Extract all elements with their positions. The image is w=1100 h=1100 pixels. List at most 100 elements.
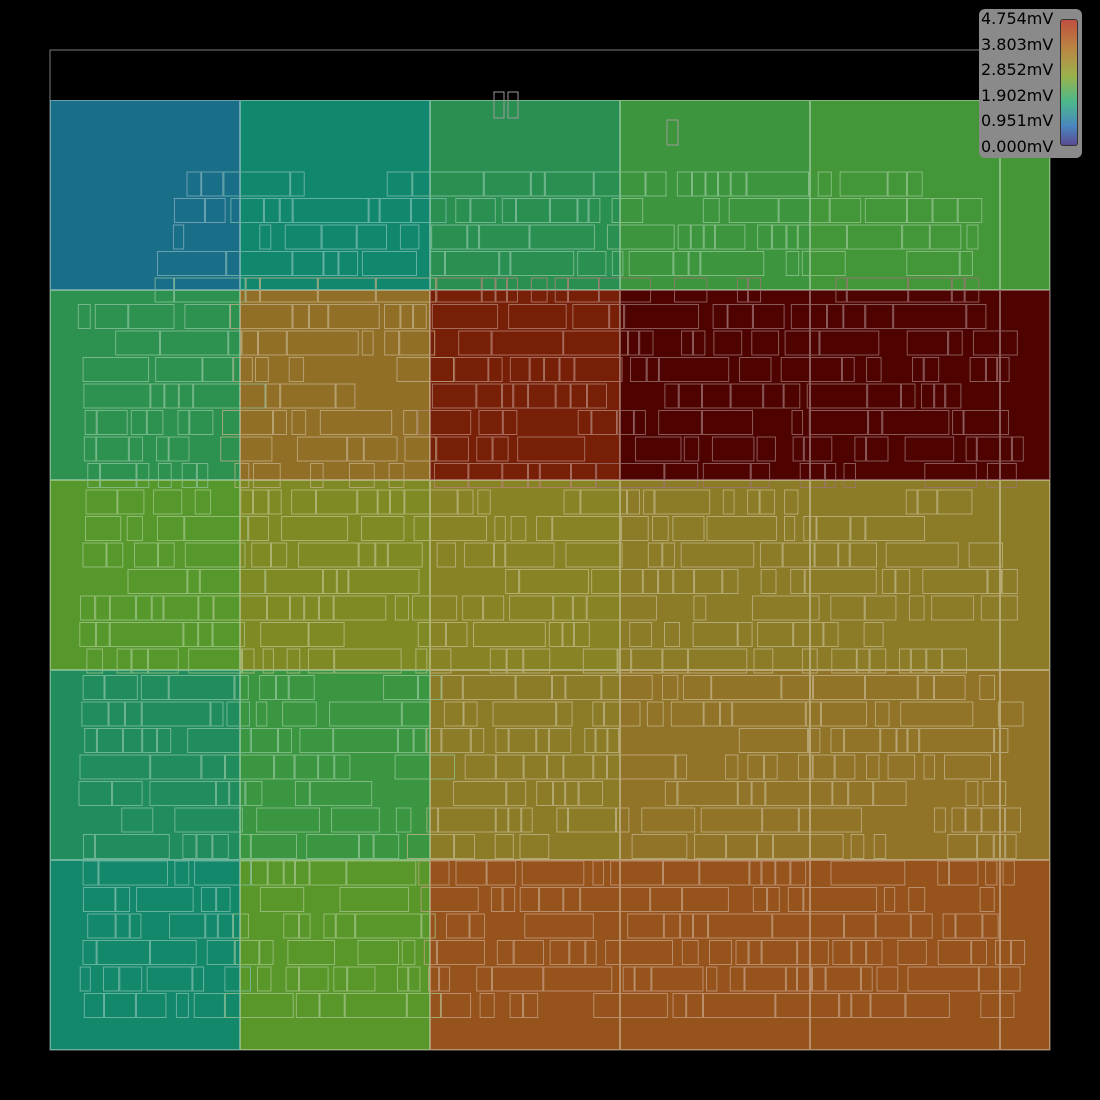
- cell-instance: [563, 489, 581, 515]
- cell-instance: [870, 993, 906, 1018]
- cell-instance: [966, 224, 979, 250]
- cell-instance: [108, 701, 125, 727]
- cell-instance: [563, 887, 581, 912]
- cell-instance: [906, 330, 949, 356]
- cell-instance: [850, 834, 865, 859]
- cell-instance: [571, 463, 597, 488]
- cell-instance: [334, 754, 351, 780]
- cell-instance: [629, 622, 653, 647]
- cell-instance: [854, 436, 867, 462]
- cell-instance: [856, 648, 870, 674]
- cell-instance: [506, 648, 524, 674]
- cell-instance: [117, 489, 145, 515]
- tile-border: [430, 100, 620, 290]
- cell-instance: [562, 622, 574, 647]
- cell-instance: [995, 940, 1011, 965]
- cell-instance: [760, 569, 777, 594]
- cell-instance: [490, 887, 503, 912]
- cell-instance: [169, 913, 206, 939]
- cell-instance: [128, 304, 175, 329]
- cell-instance: [519, 887, 540, 912]
- cell-instance: [905, 993, 950, 1018]
- cell-instance: [932, 198, 958, 223]
- cell-instance: [627, 913, 664, 939]
- cell-instance: [843, 463, 856, 488]
- cell-instance: [443, 701, 464, 727]
- cell-instance: [335, 913, 356, 939]
- cell-instance: [220, 436, 273, 462]
- cell-instance: [662, 648, 689, 674]
- cell-instance: [652, 516, 669, 541]
- cell-instance: [642, 569, 659, 594]
- cell-instance: [495, 754, 524, 780]
- tile-border: [1000, 670, 1050, 860]
- cell-instance: [103, 966, 120, 992]
- heatmap-cell: [810, 100, 1000, 290]
- cell-instance: [319, 993, 345, 1018]
- cell-instance: [255, 357, 269, 382]
- cell-instance: [555, 383, 571, 409]
- cell-instance: [549, 198, 578, 223]
- cell-instance: [265, 569, 323, 594]
- cell-instance: [160, 330, 229, 356]
- cell-instance: [413, 728, 427, 753]
- cell-instance: [417, 410, 472, 435]
- cell-instance: [712, 304, 728, 329]
- cell-instance: [539, 463, 571, 488]
- cell-instance: [982, 913, 999, 939]
- cell-instance: [501, 198, 517, 223]
- cell-instance: [867, 383, 902, 409]
- cell-instance: [116, 648, 132, 674]
- cell-instance: [174, 807, 243, 833]
- cell-instance: [308, 304, 329, 329]
- cell-instance: [917, 675, 934, 700]
- cell-instance: [917, 489, 938, 515]
- tile-border: [240, 290, 430, 480]
- cell-instance: [168, 436, 190, 462]
- cell-instance: [628, 330, 640, 356]
- cell-instance: [785, 251, 800, 276]
- cell-instance: [217, 913, 233, 939]
- cell-instance: [250, 834, 297, 859]
- cell-instance: [591, 410, 617, 435]
- cell-instance: [130, 410, 147, 435]
- cell-instance: [792, 436, 804, 462]
- tile-border: [1000, 480, 1050, 670]
- cell-instance: [646, 701, 664, 727]
- cell-instance: [702, 383, 731, 409]
- cell-instance: [96, 436, 129, 462]
- cell-instance: [601, 675, 653, 700]
- cell-instance: [863, 622, 884, 647]
- cell-instance: [234, 940, 260, 965]
- cell-instance: [529, 224, 595, 250]
- cell-instance: [799, 463, 826, 488]
- cell-instance: [876, 966, 899, 992]
- cell-instance: [641, 807, 696, 833]
- cell-instance: [782, 542, 815, 568]
- cell-instance: [942, 913, 956, 939]
- cell-instance: [454, 834, 475, 859]
- cell-instance: [397, 728, 414, 753]
- cell-instance: [436, 940, 485, 965]
- cell-instance: [678, 383, 702, 409]
- cell-instance: [921, 383, 935, 409]
- cell-instance: [79, 966, 91, 992]
- cell-instance: [825, 966, 861, 992]
- cell-instance: [673, 251, 689, 276]
- cell-instance: [172, 224, 185, 250]
- tile-border: [50, 480, 240, 670]
- cell-instance: [256, 807, 320, 833]
- cell-instance: [832, 940, 852, 965]
- cell-instance: [672, 516, 705, 541]
- cell-instance: [100, 463, 137, 488]
- cell-instance: [79, 622, 96, 647]
- cell-instance: [363, 436, 398, 462]
- cell-instance: [255, 701, 268, 727]
- heatmap-cell: [50, 480, 240, 670]
- cell-instance: [524, 913, 594, 939]
- cell-instance: [412, 171, 484, 197]
- cell-instance: [260, 622, 309, 647]
- cell-instance: [148, 648, 179, 674]
- cell-instance: [906, 251, 960, 276]
- cell-instance: [104, 675, 138, 700]
